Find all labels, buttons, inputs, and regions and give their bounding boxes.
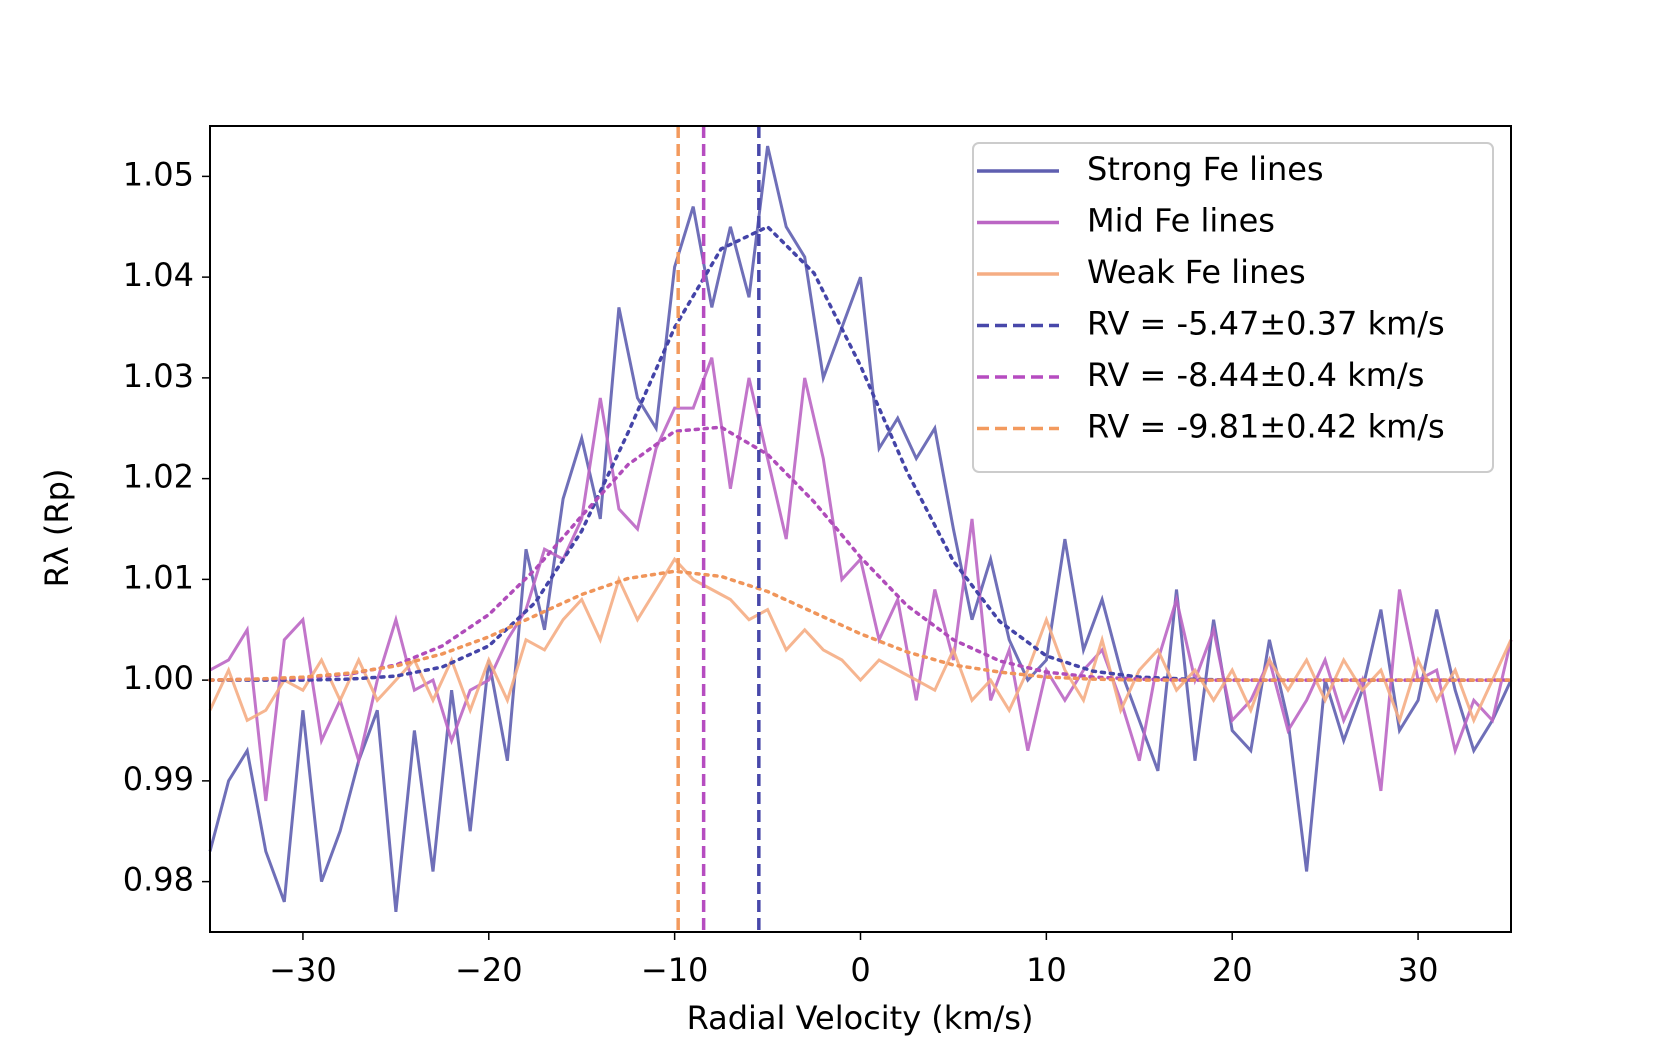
legend-label: Weak Fe lines [1087, 253, 1306, 291]
y-tick-label: 1.02 [123, 458, 194, 496]
legend-box [972, 142, 1494, 473]
data-line [208, 145, 1513, 913]
legend-label: RV = -9.81±0.42 km/s [1087, 408, 1445, 446]
legend-label: RV = -5.47±0.37 km/s [1087, 305, 1445, 343]
y-axis-label: Rλ (Rp) [38, 469, 76, 588]
y-tick-label: 0.98 [123, 861, 194, 899]
y-tick-label: 1.01 [123, 558, 194, 596]
fit-line [208, 569, 1513, 682]
legend-label: Mid Fe lines [1087, 202, 1275, 240]
x-tick-label: 30 [1398, 951, 1439, 989]
legend-label: Strong Fe lines [1087, 150, 1324, 188]
y-tick-label: 0.99 [123, 760, 194, 798]
fit-line [208, 425, 1513, 682]
x-tick-label: 20 [1212, 951, 1253, 989]
x-tick-label: 0 [850, 951, 870, 989]
x-tick-label: −30 [269, 951, 337, 989]
x-tick-label: −20 [455, 951, 523, 989]
x-tick-label: 10 [1026, 951, 1067, 989]
y-tick-label: 1.04 [123, 256, 194, 294]
x-axis-label: Radial Velocity (km/s) [687, 999, 1034, 1037]
x-tick-label: −10 [641, 951, 709, 989]
y-tick-label: 1.03 [123, 357, 194, 395]
y-tick-label: 1.05 [123, 155, 194, 193]
data-line [208, 556, 1513, 726]
plot-frame [209, 125, 1512, 933]
y-tick-label: 1.00 [123, 659, 194, 697]
legend-label: RV = -8.44±0.4 km/s [1087, 356, 1424, 394]
